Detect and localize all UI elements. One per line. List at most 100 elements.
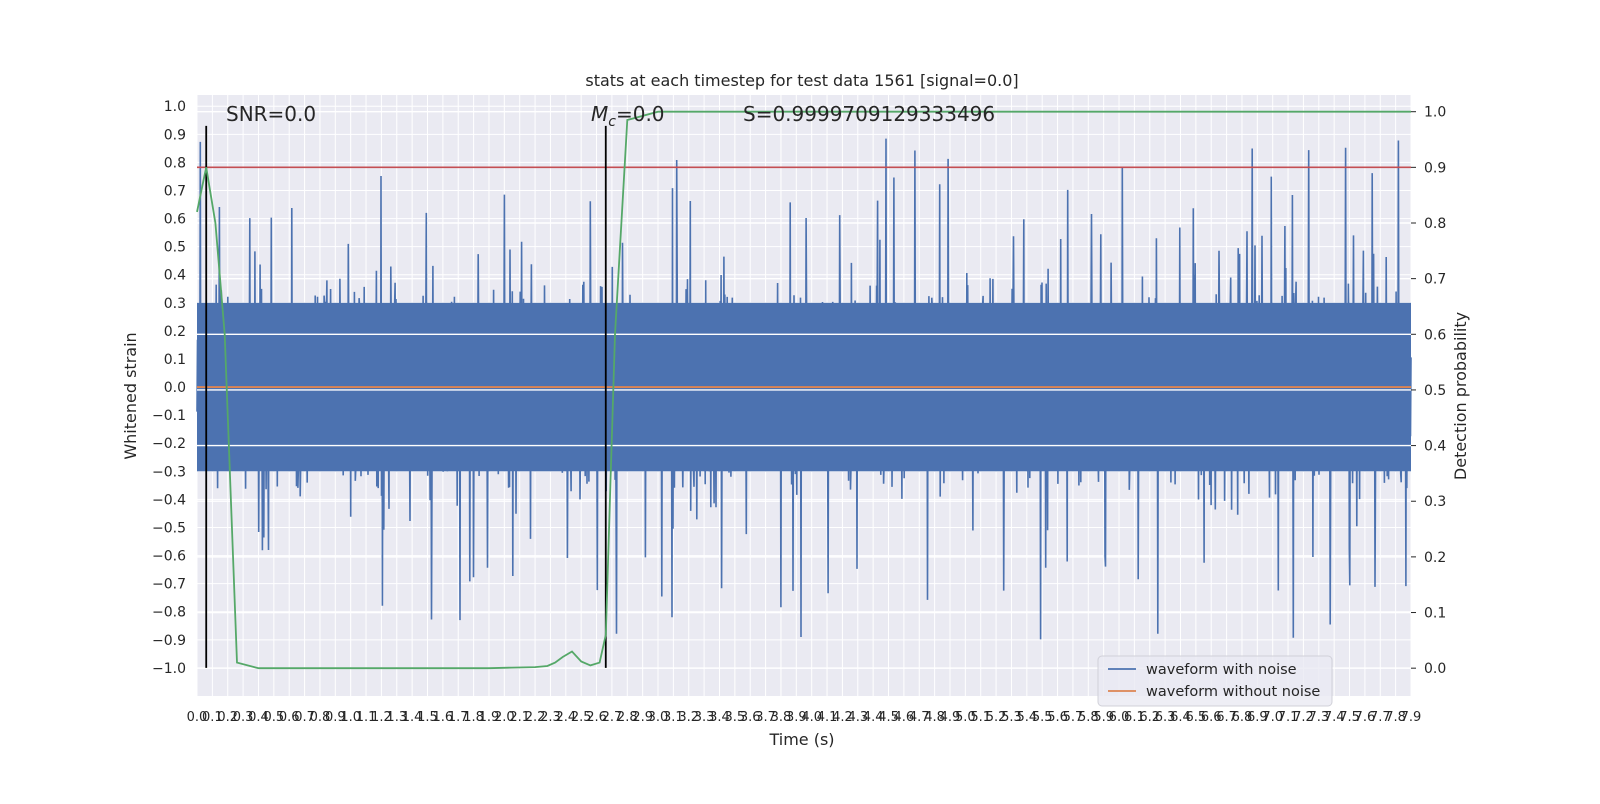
x-axis-label: Time (s)	[768, 730, 834, 749]
x-tick-label: 5.9	[1093, 710, 1114, 725]
y-right-tick-label: 0.2	[1424, 550, 1446, 566]
x-tick-label: 2.3	[540, 710, 561, 725]
x-tick-label: 6.3	[1155, 710, 1176, 725]
x-tick-label: 1.3	[386, 710, 407, 725]
y-tick-label: −0.3	[152, 464, 186, 480]
y-tick-label: 1.0	[164, 99, 186, 115]
x-tick-label: 7.0	[1262, 710, 1283, 725]
x-tick-label: 7.4	[1324, 710, 1345, 725]
x-tick-label: 3.5	[725, 710, 746, 725]
y-tick-label: −0.2	[152, 436, 186, 452]
x-tick-label: 2.9	[632, 710, 653, 725]
x-tick-label: 4.7	[909, 710, 930, 725]
x-tick-label: 1.6	[433, 710, 454, 725]
overlay	[196, 110, 1411, 670]
y-tick-label: 0.8	[164, 155, 186, 171]
x-tick-label: 5.4	[1016, 710, 1037, 725]
y-tick-label: 0.4	[164, 268, 186, 284]
y-tick-label: −1.0	[152, 661, 186, 677]
x-tick-label: 4.9	[940, 710, 961, 725]
x-tick-label: 3.7	[755, 710, 776, 725]
x-tick-label: 6.2	[1139, 710, 1160, 725]
x-tick-label: 1.7	[448, 710, 469, 725]
mc-annotation: Mc=0.0	[591, 102, 665, 130]
x-tick-label: 6.8	[1232, 710, 1253, 725]
y-tick-label: 0.5	[164, 240, 186, 256]
y-tick-label: −0.1	[152, 408, 186, 424]
y-right-tick-label: 0.8	[1424, 216, 1446, 232]
x-tick-label: 6.5	[1186, 710, 1207, 725]
y-tick-label: −0.7	[152, 577, 186, 593]
x-tick-label: 3.4	[709, 710, 730, 725]
x-tick-label: 0.3	[233, 710, 254, 725]
y-tick-label: 0.2	[164, 324, 186, 340]
legend-label-without-noise: waveform without noise	[1146, 684, 1320, 700]
x-tick-label: 0.4	[248, 710, 269, 725]
x-tick-label: 5.2	[986, 710, 1007, 725]
left-axis-ticks: −1.0 −0.9 −0.8 −0.7 −0.6 −0.5 −0.4 −0.3 −0.2 −0.1…	[152, 99, 186, 677]
x-tick-label: 5.3	[1001, 710, 1022, 725]
x-tick-label: 2.1	[509, 710, 530, 725]
x-tick-label: 4.0	[801, 710, 822, 725]
x-tick-label: 2.0	[494, 710, 515, 725]
x-tick-label: 1.2	[371, 710, 392, 725]
x-tick-label: 1.8	[463, 710, 484, 725]
x-tick-label: 5.7	[1063, 710, 1084, 725]
x-tick-label: 3.6	[740, 710, 761, 725]
y-axis-label: Whitened strain	[121, 332, 140, 459]
y-tick-label: 0.6	[164, 212, 186, 228]
y-tick-label: −0.6	[152, 549, 186, 565]
s-annotation: S=0.9999709129333496	[743, 102, 995, 126]
y-tick-label: 0.0	[164, 380, 186, 396]
x-tick-label: 3.9	[786, 710, 807, 725]
y-right-tick-label: 0.4	[1424, 439, 1446, 455]
x-tick-label: 6.0	[1109, 710, 1130, 725]
x-tick-label: 2.6	[586, 710, 607, 725]
x-tick-label: 2.4	[555, 710, 576, 725]
x-tick-label: 2.2	[525, 710, 546, 725]
x-tick-label: 0.6	[279, 710, 300, 725]
x-tick-label: 3.0	[648, 710, 669, 725]
x-tick-label: 7.8	[1385, 710, 1406, 725]
x-tick-label: 5.6	[1047, 710, 1068, 725]
x-tick-label: 0.8	[310, 710, 331, 725]
x-tick-label: 4.5	[878, 710, 899, 725]
y-tick-label: −0.9	[152, 633, 186, 649]
y-right-tick-label: 0.5	[1424, 383, 1446, 399]
x-tick-label: 3.3	[694, 710, 715, 725]
y-right-axis-label: Detection probability	[1451, 312, 1470, 480]
x-tick-label: 4.1	[817, 710, 838, 725]
y-right-tick-label: 0.6	[1424, 327, 1446, 343]
y-tick-label: 0.1	[164, 352, 186, 368]
x-tick-label: 7.9	[1401, 710, 1422, 725]
x-tick-label: 2.5	[571, 710, 592, 725]
x-tick-label: 1.5	[417, 710, 438, 725]
x-tick-label: 5.0	[955, 710, 976, 725]
x-tick-label: 5.5	[1032, 710, 1053, 725]
chart-title: stats at each timestep for test data 156…	[585, 71, 1018, 90]
x-tick-label: 0.0	[187, 710, 208, 725]
x-tick-label: 6.6	[1201, 710, 1222, 725]
x-tick-label: 3.8	[771, 710, 792, 725]
y-right-tick-label: 0.7	[1424, 272, 1446, 288]
x-tick-label: 7.5	[1339, 710, 1360, 725]
right-axis-ticks: 0.0 0.1 0.2 0.3 0.4 0.5 0.6 0.7 0.8 0.9 1.0	[1411, 105, 1446, 677]
mc-subscript: c	[608, 114, 616, 130]
mc-symbol: M	[591, 102, 608, 126]
x-tick-label: 4.6	[894, 710, 915, 725]
x-tick-label: 0.9	[325, 710, 346, 725]
legend: waveform with noise waveform without noi…	[1097, 655, 1333, 707]
legend-label-with-noise: waveform with noise	[1146, 662, 1297, 678]
y-tick-label: −0.4	[152, 492, 186, 508]
mc-value: =0.0	[616, 102, 665, 126]
detection-probability-line	[196, 110, 1411, 670]
x-tick-label: 2.8	[617, 710, 638, 725]
y-tick-label: −0.5	[152, 520, 186, 536]
x-tick-label: 3.2	[678, 710, 699, 725]
x-tick-label: 1.1	[356, 710, 377, 725]
y-tick-label: 0.9	[164, 127, 186, 143]
x-tick-label: 6.9	[1247, 710, 1268, 725]
x-tick-label: 7.1	[1278, 710, 1299, 725]
